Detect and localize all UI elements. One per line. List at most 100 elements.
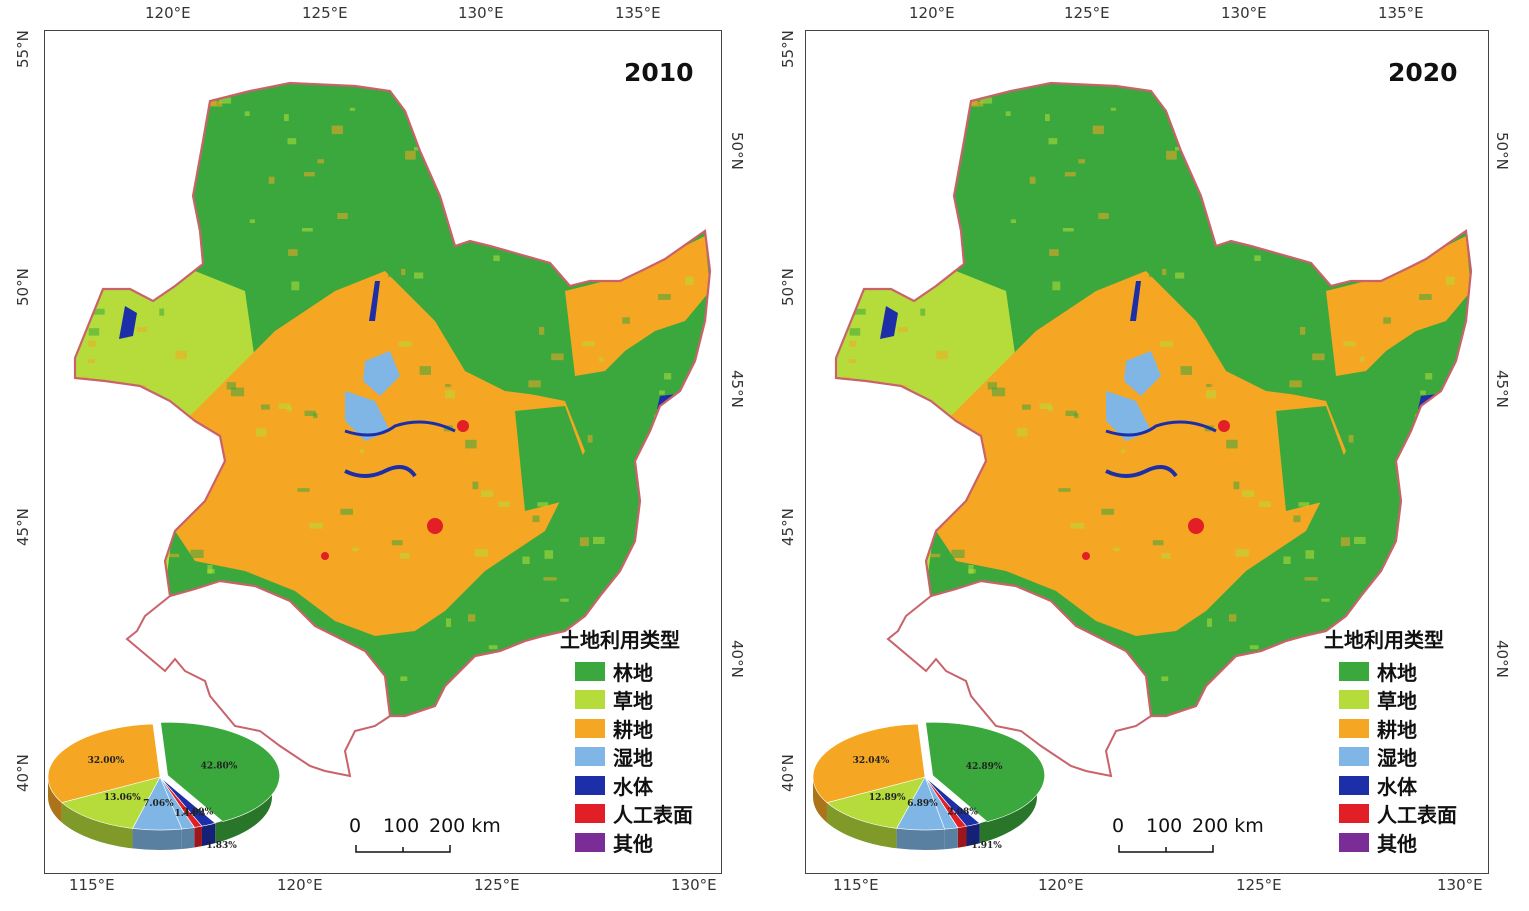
region-boundary [73,81,712,718]
texture-patch [1419,294,1432,300]
texture-patch [1448,591,1460,598]
texture-patch [1387,466,1398,476]
texture-patch [317,159,324,164]
texture-patch [1314,425,1327,434]
texture-patch [278,403,291,409]
bottom-longitude-label: 125°E [474,876,520,894]
texture-patch [1064,172,1076,177]
texture-patch [207,190,218,195]
texture-patch [885,689,892,696]
texture-patch [1116,211,1130,219]
legend-item-label: 人工表面 [613,803,693,828]
texture-patch [1441,536,1452,546]
texture-patch [691,335,704,343]
texture-patch [957,371,965,376]
texture-patch [684,175,698,185]
texture-patch [885,558,900,563]
texture-patch [477,589,484,597]
texture-patch [997,610,1004,615]
texture-patch [194,433,205,443]
texture-patch [458,120,464,124]
texture-patch [885,551,897,557]
scale-bar-line [355,845,451,853]
texture-patch [1049,249,1059,256]
top-longitude-label: 135°E [615,4,661,22]
texture-patch [1293,655,1307,662]
legend-item: 湿地 [1339,743,1457,772]
legend-item-label: 水体 [1377,774,1417,799]
map-year-label: 2020 [1388,58,1458,87]
legend-swatch [1339,690,1369,710]
texture-patch [850,173,857,180]
texture-patch [674,455,679,460]
texture-patch [89,173,96,180]
texture-patch [472,481,479,490]
texture-patch [1070,522,1085,529]
texture-patch [675,428,686,433]
texture-patch [836,651,838,658]
texture-patch [941,343,950,349]
texture-patch [474,549,488,557]
urban-area [1188,518,1204,534]
texture-patch [1097,118,1106,125]
texture-patch [811,299,817,303]
river [344,420,456,437]
legend-swatch [1339,747,1369,767]
texture-patch [968,569,976,574]
texture-patch [1426,465,1435,469]
texture-patch [1052,281,1061,291]
pie-slice-side [957,826,967,848]
land-use-legend: 土地利用类型 林地 草地 耕地 湿地 水体 人工表面 其他 [560,624,693,857]
legend-swatch [575,804,605,824]
texture-patch [948,371,954,380]
texture-patch [1360,356,1365,362]
texture-patch [1010,108,1015,112]
texture-patch [944,639,955,645]
texture-patch [1152,540,1164,546]
texture-patch [657,580,666,584]
texture-patch [352,547,359,552]
legend-item-label: 湿地 [1377,746,1417,771]
texture-patch [1226,172,1232,176]
texture-patch [818,357,828,360]
bottom-longitude-label: 130°E [671,876,717,894]
texture-patch [848,359,856,363]
pie-slice-side [896,828,945,851]
texture-patch [255,428,267,437]
texture-patch [874,385,881,393]
texture-patch [1254,255,1261,261]
texture-patch [869,641,876,647]
scale-bar-label: 100 [1146,815,1183,837]
texture-patch [593,536,605,544]
cropland-area [175,271,585,636]
pie-slice-label: 1.83% [206,841,237,851]
texture-patch [93,308,105,315]
texture-patch [1053,622,1059,630]
texture-patch [630,217,635,226]
wetland-patch [345,391,390,441]
left-latitude-label: 40°N [14,754,32,792]
texture-patch [140,106,151,110]
texture-patch [943,129,956,133]
texture-patch [191,640,205,648]
texture-patch [887,516,899,524]
texture-patch [874,504,887,509]
texture-patch [521,322,531,330]
texture-patch [1354,141,1360,149]
texture-patch [304,410,316,416]
texture-patch [1235,549,1249,557]
texture-patch [553,425,566,434]
texture-patch [569,576,578,583]
texture-patch [593,141,599,149]
texture-patch [322,662,335,672]
texture-patch [195,657,209,665]
texture-patch [1039,403,1052,409]
urban-area [1082,552,1090,560]
legend-item: 水体 [575,771,693,800]
forest-area-north [1216,261,1326,396]
cropland-area-east [1326,236,1471,376]
texture-patch [936,215,944,220]
texture-patch [543,577,557,581]
texture-patch [1452,335,1465,343]
pie-slice-label: 2.09% [183,807,214,817]
